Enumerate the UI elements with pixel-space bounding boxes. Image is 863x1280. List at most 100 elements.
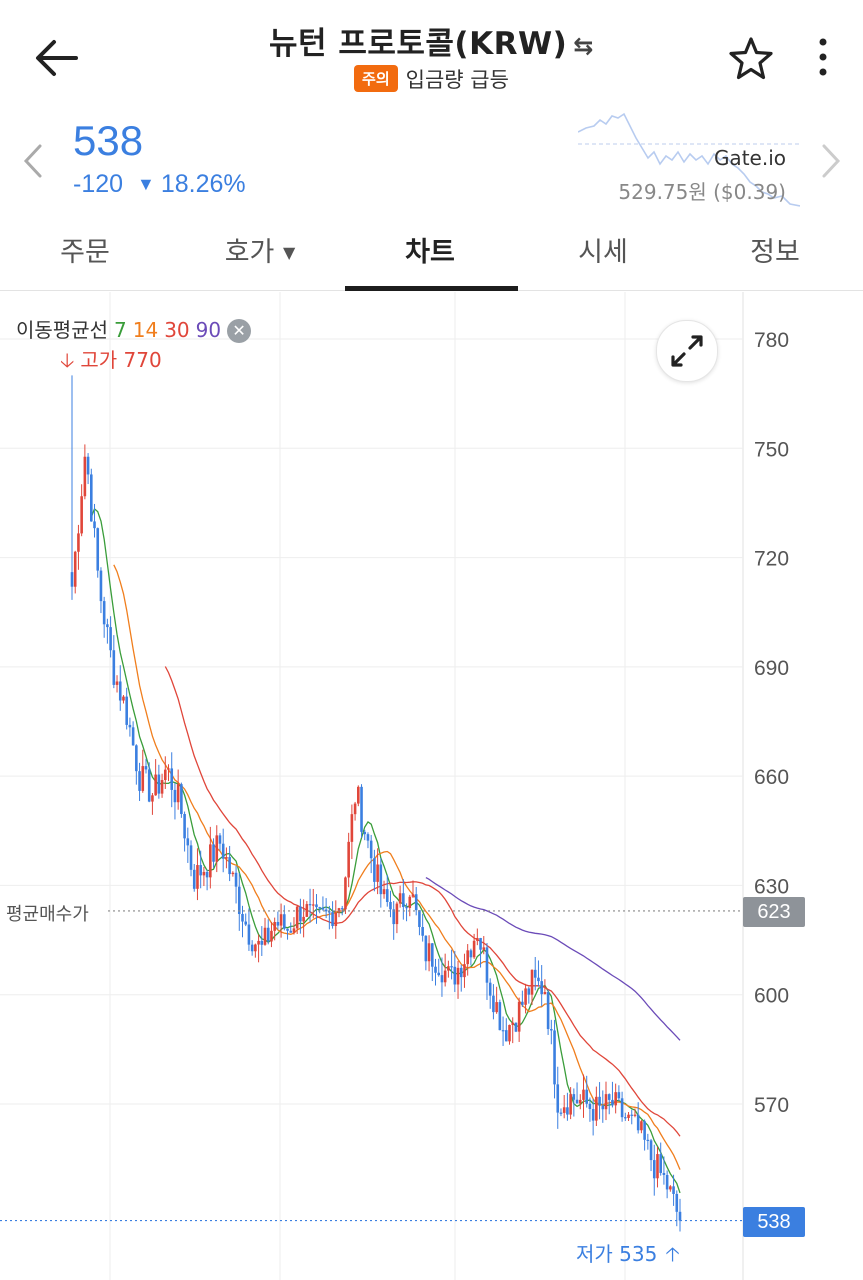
candle-body	[421, 927, 424, 936]
candle-body	[347, 841, 350, 878]
star-icon[interactable]	[726, 34, 776, 84]
candle-body	[112, 650, 116, 685]
candle-body	[511, 1022, 515, 1025]
candle-body	[196, 865, 199, 889]
candle-body	[180, 784, 183, 815]
candle-body	[141, 766, 145, 791]
avg-buy-label: 평균매수가	[6, 900, 93, 926]
candle-body	[646, 1139, 650, 1142]
candle-body	[244, 921, 248, 925]
y-tick-label: 780	[754, 329, 789, 352]
candle-body	[585, 1089, 589, 1104]
candle-body	[286, 928, 289, 931]
current-price: 538	[73, 117, 144, 164]
candle-body	[318, 907, 322, 909]
candle-body	[266, 927, 270, 942]
tab-order[interactable]: 주문	[40, 230, 130, 269]
candle-body	[80, 496, 83, 534]
candle-body	[163, 769, 167, 781]
y-tick-label: 660	[754, 766, 789, 789]
candle-body	[443, 970, 447, 983]
caret-down-icon: ▼	[282, 243, 296, 262]
low-label: 저가 535 🡡	[576, 1238, 680, 1274]
tab-info[interactable]: 정보	[730, 230, 820, 269]
candle-body	[498, 1002, 502, 1031]
candle-body	[138, 771, 141, 791]
candle-body	[434, 966, 437, 973]
candle-body	[102, 601, 106, 625]
ma-14: 14	[132, 318, 159, 342]
candle-body	[369, 840, 373, 859]
candle-body	[588, 1103, 592, 1110]
candle-body	[295, 906, 299, 929]
candle-body	[118, 681, 122, 701]
candle-body	[492, 995, 495, 1013]
candle-body	[453, 966, 457, 985]
candle-body	[122, 696, 125, 701]
candle-body	[508, 1024, 511, 1042]
candle-body	[299, 906, 302, 922]
tab-chart[interactable]: 차트	[385, 230, 475, 269]
candle-body	[154, 774, 157, 796]
candle-body	[170, 768, 174, 790]
candle-body	[543, 992, 547, 995]
candle-body	[350, 814, 354, 842]
swap-icon[interactable]: ⇆	[573, 32, 594, 60]
tab-quotes-label: 시세	[578, 237, 628, 268]
candle-body	[624, 1117, 627, 1119]
candle-body	[106, 624, 109, 628]
more-vertical-icon[interactable]	[808, 34, 838, 84]
tab-quotes[interactable]: 시세	[558, 230, 648, 269]
candle-body	[672, 1186, 675, 1194]
candle-body	[205, 871, 209, 878]
candle-body	[559, 1112, 563, 1114]
candle-body	[553, 1030, 556, 1085]
back-arrow-icon[interactable]	[30, 30, 86, 86]
candle-body	[99, 570, 103, 602]
candle-body	[311, 904, 315, 906]
ma-30: 30	[164, 318, 190, 342]
change-percent: 18.26%	[160, 170, 246, 198]
candle-body	[611, 1099, 614, 1106]
candle-body	[360, 786, 363, 832]
candle-body	[77, 533, 80, 552]
candle-body	[485, 947, 489, 983]
ma-line-90	[425, 877, 681, 1041]
ma-7: 7	[114, 318, 127, 342]
candle-body	[527, 988, 531, 995]
candle-body	[659, 1154, 662, 1173]
warning-line: 주의 입금량 급등	[0, 64, 863, 94]
candle-body	[192, 869, 196, 889]
current-price-box: 538	[743, 1207, 805, 1237]
candle-body	[427, 943, 431, 962]
candle-body	[540, 981, 543, 995]
tab-bar: 주문 호가 ▼ 차트 시세 정보	[0, 214, 863, 291]
price-chart[interactable]: 780 750 720 690 660 630 600 570	[0, 292, 863, 1280]
candle-body	[344, 877, 347, 910]
candle-body	[241, 914, 244, 922]
tab-orderbook[interactable]: 호가 ▼	[210, 230, 310, 269]
candle-body	[373, 858, 376, 882]
candle-body	[186, 838, 190, 846]
candle-body	[652, 1160, 656, 1179]
candle-body	[379, 864, 383, 895]
candle-body	[662, 1172, 666, 1175]
expand-icon[interactable]	[656, 320, 718, 382]
candle-body	[604, 1094, 608, 1110]
chevron-right-icon[interactable]	[814, 142, 848, 180]
change-amount: -120	[73, 170, 124, 198]
candle-body	[144, 766, 148, 770]
arrow-down-icon: 🡣	[60, 348, 75, 372]
candle-body	[73, 551, 77, 587]
candle-body	[607, 1094, 611, 1100]
close-icon[interactable]: ✕	[227, 319, 252, 343]
candle-body	[357, 786, 360, 804]
candle-body	[270, 930, 273, 942]
chevron-left-icon[interactable]	[16, 142, 50, 180]
candle-body	[546, 992, 550, 1030]
candle-body	[630, 1114, 634, 1116]
candle-body	[562, 1107, 566, 1113]
y-axis-ticks: 780 750 720 690 660 630 600 570	[754, 329, 789, 1117]
candle-body	[504, 1030, 508, 1042]
candle-body	[199, 865, 202, 876]
